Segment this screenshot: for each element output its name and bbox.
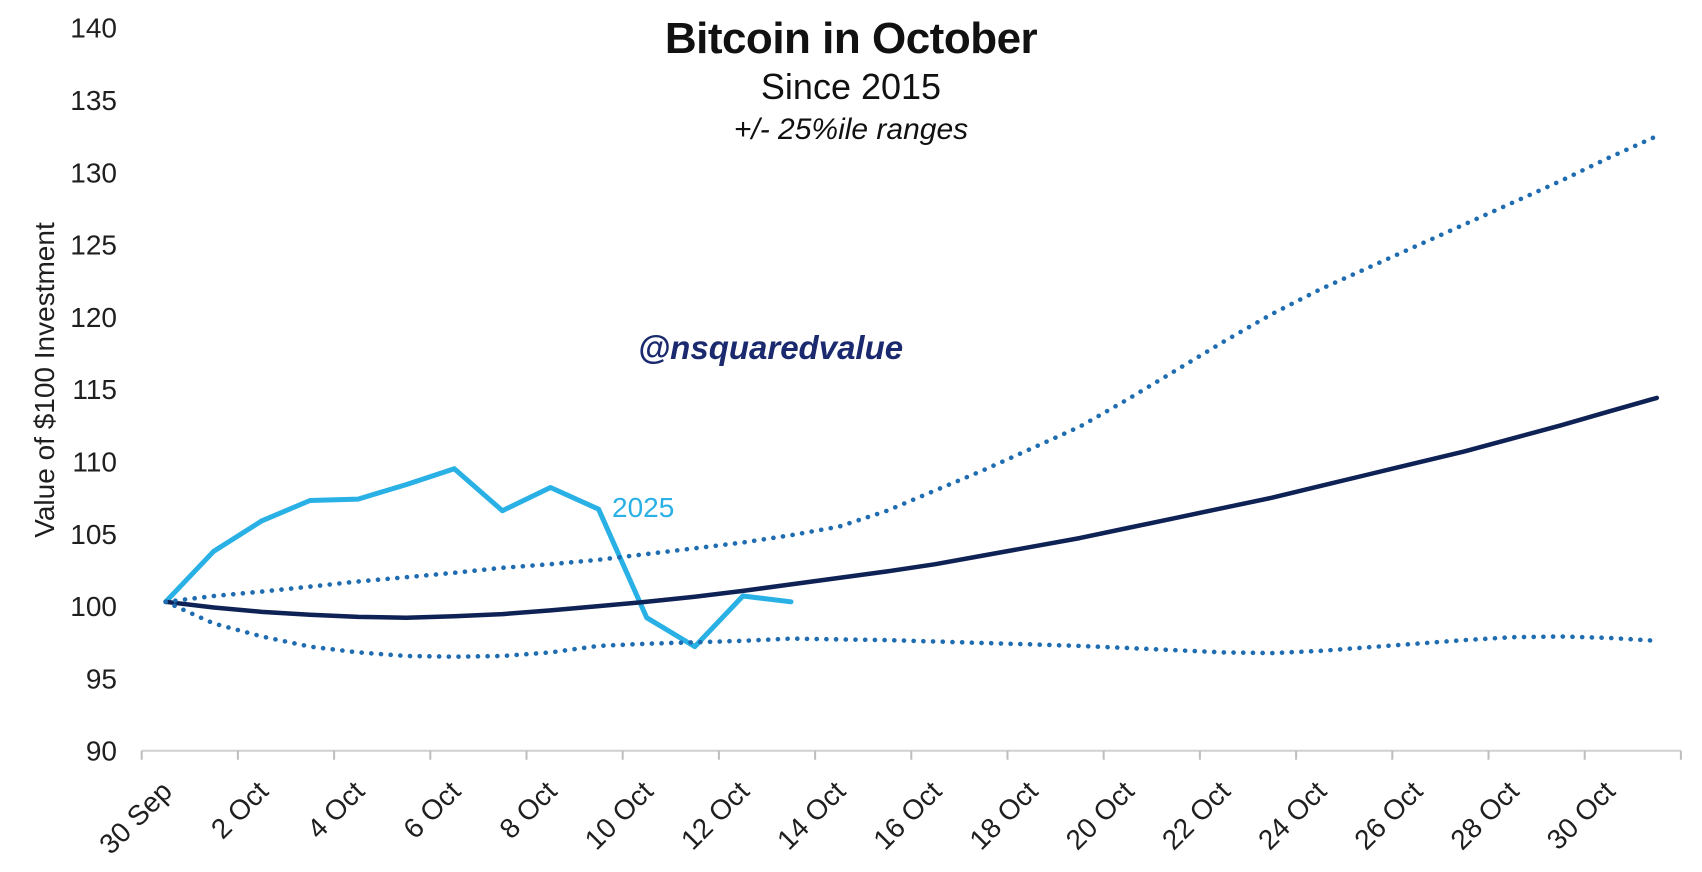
y-tick-label: 120 (70, 302, 117, 333)
x-tick-label: 4 Oct (301, 775, 370, 844)
chart-range-note: +/- 25%ile ranges (733, 112, 969, 146)
x-tick-label: 28 Oct (1444, 775, 1524, 855)
series-line-25th-percentile (163, 599, 1660, 660)
y-tick-label: 110 (72, 447, 117, 478)
x-tick-label: 30 Oct (1541, 775, 1621, 855)
chart-subtitle: Since 2015 (760, 66, 942, 108)
x-tick-label: 30 Sep (93, 775, 178, 860)
x-tick-label: 24 Oct (1252, 775, 1332, 855)
chart-title: Bitcoin in October (664, 14, 1038, 63)
y-tick-label: 95 (86, 663, 117, 694)
y-tick-label: 105 (70, 519, 117, 550)
x-tick-label: 6 Oct (397, 775, 466, 844)
x-tick-label: 16 Oct (867, 775, 947, 855)
series-line-75th-percentile (163, 133, 1660, 605)
series-line-median-since-2015 (163, 395, 1660, 620)
y-tick-label: 135 (70, 85, 117, 116)
y-tick-label: 125 (70, 230, 117, 261)
x-tick-label: 14 Oct (771, 775, 851, 855)
title-block: Bitcoin in October Since 2015 +/- 25%ile… (0, 14, 1702, 146)
y-tick-label: 130 (70, 157, 117, 188)
y-tick-label: 140 (70, 13, 117, 44)
x-tick-label: 8 Oct (494, 775, 563, 844)
x-axis-ticks (140, 750, 1682, 760)
series-label-2025: 2025 (612, 492, 675, 523)
y-tick-label: 115 (72, 374, 117, 405)
x-tick-label: 12 Oct (675, 775, 755, 855)
x-tick-label: 20 Oct (1060, 775, 1140, 855)
x-tick-label: 22 Oct (1156, 775, 1236, 855)
x-tick-label: 18 Oct (963, 775, 1043, 855)
y-tick-label: 90 (86, 736, 117, 767)
x-tick-label: 26 Oct (1348, 775, 1428, 855)
x-tick-label: 10 Oct (579, 775, 659, 855)
y-tick-label: 100 (70, 591, 117, 622)
watermark-handle: @nsquaredvalue (638, 329, 904, 366)
series-line-2025 (163, 466, 794, 650)
x-tick-label: 2 Oct (205, 775, 274, 844)
